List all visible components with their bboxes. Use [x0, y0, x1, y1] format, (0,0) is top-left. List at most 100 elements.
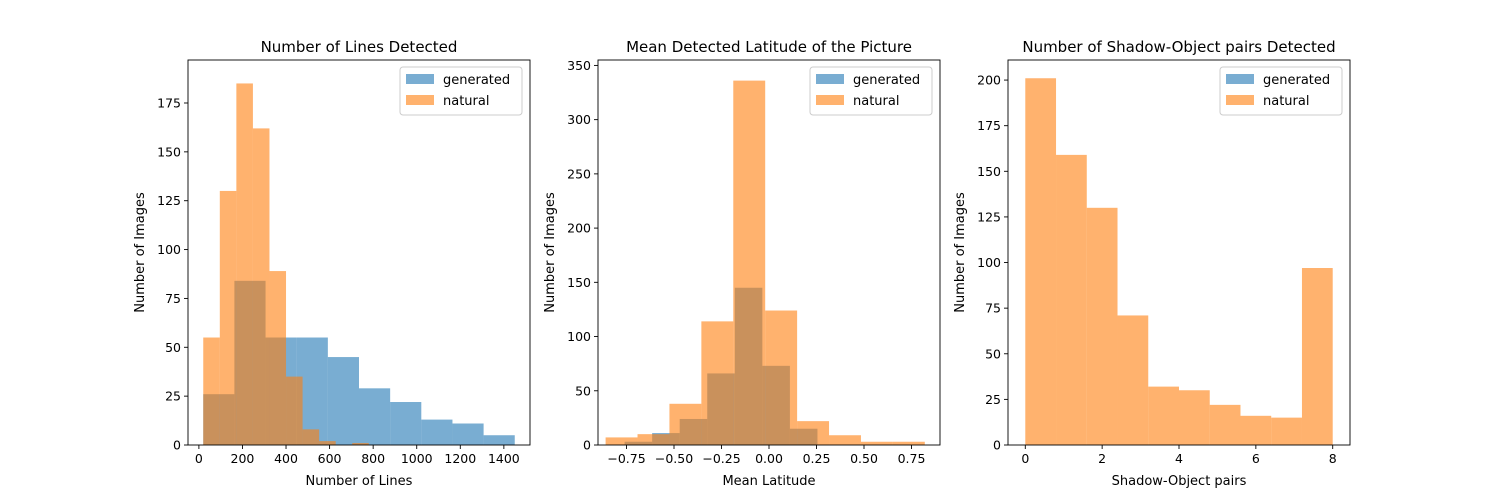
chart-title: Number of Shadow-Object pairs Detected: [1022, 38, 1335, 56]
histogram-bar: [236, 83, 253, 445]
x-tick-label: 600: [318, 451, 342, 466]
legend-label-generated: generated: [853, 73, 920, 88]
histogram-bar: [327, 357, 359, 445]
histogram-bar: [483, 435, 515, 445]
legend: generated natural: [809, 66, 933, 116]
y-tick-label: 200: [977, 73, 1001, 88]
histogram-bar: [1271, 417, 1302, 445]
histogram-bar: [765, 310, 798, 445]
histogram-bar: [352, 443, 369, 445]
x-axis-label: Number of Lines: [306, 474, 413, 489]
x-tick-label: 6: [1252, 451, 1260, 466]
legend-swatch-natural: [1226, 95, 1254, 105]
chart-panel-1: 0 200 400 600 800 1000 1200 1400 0 25 50 75 100 125 15…: [133, 38, 531, 489]
histogram-bar: [860, 441, 893, 445]
y-tick-label: 125: [157, 193, 181, 208]
histogram-bar: [829, 435, 861, 445]
legend-swatch-natural: [816, 95, 844, 105]
legend-swatch-natural: [406, 95, 434, 105]
histogram-bar: [269, 271, 287, 445]
legend-swatch-generated: [406, 74, 434, 84]
histogram-bar: [892, 441, 925, 445]
histogram-bar: [733, 80, 766, 445]
histogram-bar: [669, 403, 702, 445]
legend: generated natural: [1219, 66, 1343, 116]
x-tick-label: 0: [1021, 451, 1029, 466]
y-tick-label: 250: [567, 166, 591, 181]
x-tick-label: −0.25: [702, 451, 740, 466]
y-tick-label: 50: [985, 346, 1001, 361]
y-axis-label: Number of Images: [543, 192, 558, 313]
y-tick-label: 150: [977, 164, 1001, 179]
histogram-bar: [203, 337, 220, 445]
y-tick-label: 50: [575, 383, 591, 398]
chart-title: Mean Detected Latitude of the Picture: [626, 38, 912, 56]
legend-label-generated: generated: [1263, 73, 1330, 88]
chart-panel-2: −0.75 −0.50 −0.25 0.00 0.25 0.50 0.75 0 50 100 150…: [543, 38, 941, 489]
x-tick-label: 200: [231, 451, 255, 466]
x-tick-label: 1400: [488, 451, 520, 466]
legend: generated natural: [399, 66, 523, 116]
x-tick-label: 8: [1329, 451, 1337, 466]
legend-label-natural: natural: [1263, 94, 1309, 109]
y-tick-label: 100: [977, 255, 1001, 270]
y-tick-label: 25: [165, 389, 181, 404]
x-tick-label: 2: [1098, 451, 1106, 466]
y-tick-label: 75: [985, 301, 1001, 316]
histogram-bar: [1240, 415, 1272, 445]
histogram-bar: [701, 321, 734, 445]
histogram-bar: [1117, 315, 1149, 445]
y-axis-label: Number of Images: [953, 192, 968, 313]
series-natural: [605, 80, 925, 445]
y-tick-label: 0: [993, 438, 1001, 453]
x-tick-label: 1000: [401, 451, 433, 466]
histogram-bar: [286, 376, 303, 445]
histogram-bar: [1025, 78, 1057, 445]
histogram-bar: [390, 402, 422, 445]
x-tick-label: 0.75: [898, 451, 926, 466]
y-tick-label: 50: [165, 340, 181, 355]
x-tick-label: 0.50: [850, 451, 878, 466]
histogram-bar: [637, 434, 670, 445]
y-tick-label: 175: [977, 118, 1001, 133]
x-tick-label: 0.25: [803, 451, 831, 466]
x-tick-label: 4: [1175, 451, 1183, 466]
histogram-bar: [1148, 386, 1179, 445]
histogram-bar: [797, 421, 830, 445]
x-tick-label: 0: [195, 451, 203, 466]
y-tick-label: 350: [567, 58, 591, 73]
legend-label-natural: natural: [853, 94, 899, 109]
y-tick-label: 200: [567, 221, 591, 236]
histogram-bar: [421, 419, 453, 445]
y-tick-label: 125: [977, 209, 1001, 224]
histogram-bar: [605, 437, 638, 445]
y-tick-label: 150: [567, 275, 591, 290]
x-axis-label: Mean Latitude: [722, 474, 815, 489]
y-tick-label: 100: [157, 242, 181, 257]
legend-swatch-generated: [816, 74, 844, 84]
histogram-bar: [1179, 390, 1210, 445]
legend-label-generated: generated: [443, 73, 510, 88]
histogram-bar: [1209, 404, 1241, 445]
x-tick-label: −0.50: [655, 451, 693, 466]
y-tick-label: 0: [173, 438, 181, 453]
histogram-bar: [302, 429, 320, 445]
histogram-bar: [1301, 268, 1333, 445]
y-tick-label: 0: [583, 438, 591, 453]
y-tick-label: 300: [567, 112, 591, 127]
y-tick-label: 100: [567, 329, 591, 344]
chart-panel-3: 0 2 4 6 8 0 25 50 75 100 125 150 175 200 Number of Sha…: [953, 38, 1351, 489]
histogram-bar: [1086, 207, 1118, 445]
x-tick-label: 400: [274, 451, 298, 466]
legend-swatch-generated: [1226, 74, 1254, 84]
x-tick-label: −0.75: [607, 451, 645, 466]
x-axis-label: Shadow-Object pairs: [1112, 474, 1247, 489]
chart-title: Number of Lines Detected: [261, 38, 458, 56]
histogram-bar: [252, 128, 270, 446]
histogram-bar: [359, 388, 391, 445]
axes-frame: [187, 59, 531, 446]
histogram-bar: [1056, 154, 1087, 445]
y-tick-label: 75: [165, 291, 181, 306]
x-tick-label: 1200: [444, 451, 476, 466]
series-natural: [203, 83, 369, 446]
